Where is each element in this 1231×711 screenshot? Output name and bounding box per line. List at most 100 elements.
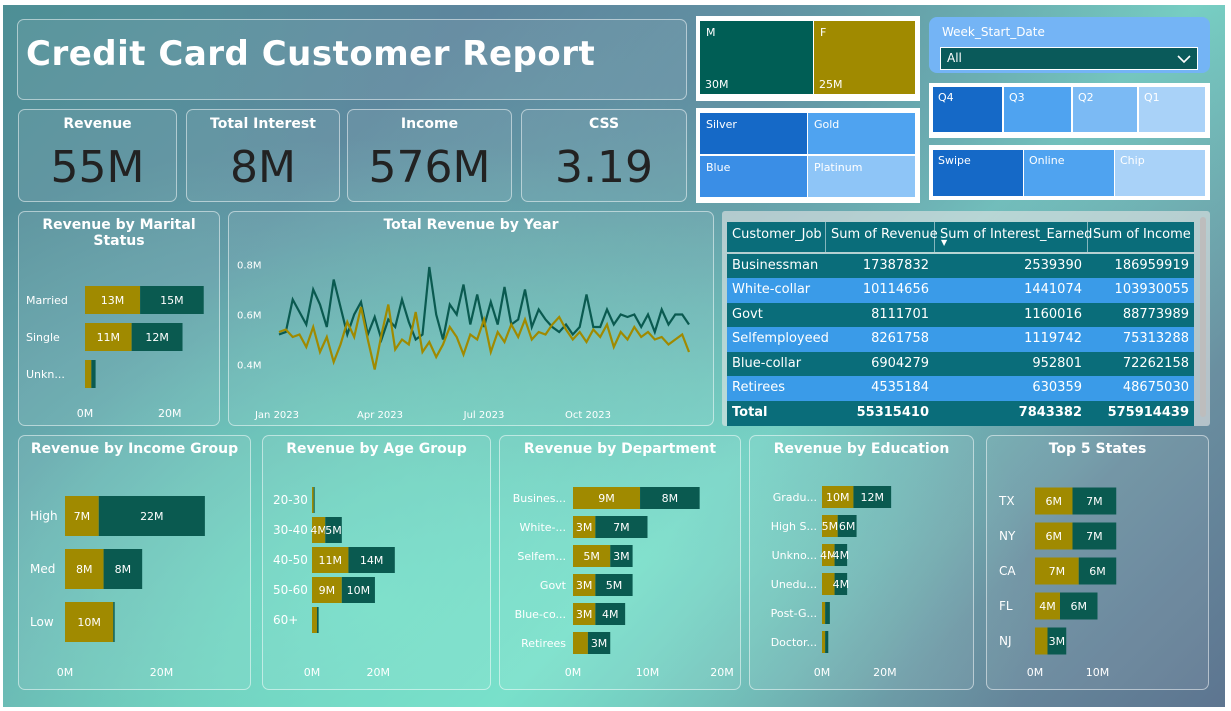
card-tile-blue[interactable]: Blue — [700, 156, 807, 197]
page-title: Credit Card Customer Report — [26, 34, 596, 74]
data-label: 7M — [1086, 530, 1103, 543]
bar — [640, 487, 700, 509]
bar — [1035, 557, 1079, 585]
card-tile-gold[interactable]: Gold — [808, 113, 915, 154]
category-label: Post-G... — [771, 607, 817, 620]
y-tick-label: 0.6M — [237, 311, 262, 322]
column-header[interactable]: Customer_Job — [732, 227, 822, 242]
data-label: 8M — [115, 563, 132, 576]
table-cell: 17387832 — [862, 258, 929, 273]
table-cell: 6904279 — [871, 356, 929, 371]
chart-title: Top 5 States — [1048, 441, 1147, 457]
data-label: 22M — [140, 510, 164, 523]
table-cell: 8261758 — [871, 331, 929, 346]
table-row[interactable]: Selfemployeed 8261758 1119742 75313288 — [727, 327, 1194, 352]
data-label: 4M — [1039, 600, 1056, 613]
gender-slicer: M 30M F 25M — [696, 16, 920, 101]
category-label: Govt — [540, 579, 567, 592]
quarter-button-q4[interactable]: Q4 — [933, 87, 1002, 132]
education-chart: Revenue by Education Gradu... 10M 12M High … — [749, 435, 974, 690]
data-label: 3M — [613, 550, 630, 563]
card-tile-silver[interactable]: Silver — [700, 113, 807, 154]
bar — [1035, 487, 1073, 515]
table-cell: 952801 — [1032, 356, 1082, 371]
category-label: 50-60 — [273, 583, 308, 597]
data-label: 15M — [160, 294, 184, 307]
bar — [131, 323, 183, 351]
table-scrollbar[interactable] — [1200, 217, 1206, 417]
line-chart-svg: 0.4M 0.6M 0.8M Jan 2023 Apr 2023 Jul 2023 Oct … — [237, 261, 691, 421]
week-slicer-label: Week_Start_Date — [942, 25, 1045, 39]
data-label: 4M — [310, 524, 327, 537]
table-cell: 630359 — [1032, 380, 1082, 395]
category-label: 30-40 — [273, 523, 308, 537]
sort-desc-icon[interactable]: ▼ — [941, 238, 948, 247]
table-row[interactable]: Govt 8111701 1160016 88773989 — [727, 303, 1194, 328]
kpi-label: Income — [400, 116, 459, 132]
category-label: Blue-co... — [515, 608, 566, 621]
quarter-button-q3[interactable]: Q3 — [1004, 87, 1071, 132]
bar — [573, 603, 596, 625]
series-line — [278, 266, 690, 344]
kpi-label: Total Interest — [210, 116, 316, 132]
income-group-svg: High 7M 22M Med 8M 8M Low 10M 0M 20M — [30, 496, 205, 679]
gender-tile-m[interactable]: M 30M — [700, 21, 813, 94]
card-tile-platinum[interactable]: Platinum — [808, 156, 915, 197]
table-cell: 186959919 — [1114, 258, 1189, 273]
chevron-down-icon — [1177, 55, 1191, 64]
table-cell: Total — [732, 405, 768, 420]
data-label: 3M — [576, 608, 593, 621]
table-row[interactable]: Businessman 17387832 2539390 186959919 — [727, 254, 1194, 279]
channel-button-chip[interactable]: Chip — [1115, 150, 1205, 196]
tile-label: M — [706, 26, 716, 39]
data-label: 3M — [576, 521, 593, 534]
bar — [834, 573, 848, 595]
category-label: CA — [999, 564, 1016, 578]
quarter-button-q1[interactable]: Q1 — [1139, 87, 1205, 132]
bar — [313, 487, 315, 513]
table-total-row[interactable]: Total 55315410 7843382 575914439 — [727, 401, 1194, 426]
table-row[interactable]: Blue-collar 6904279 952801 72262158 — [727, 352, 1194, 377]
category-label: Busines... — [513, 492, 566, 505]
column-header[interactable]: Sum of Interest_Earned ▼ — [934, 222, 1092, 252]
x-tick-label: 0M — [814, 666, 831, 679]
data-label: 6M — [1046, 495, 1063, 508]
bar — [573, 487, 641, 509]
category-label: High S... — [771, 520, 817, 533]
x-tick-label: Jul 2023 — [463, 410, 505, 421]
x-tick-label: 20M — [158, 407, 182, 420]
bar — [65, 496, 99, 536]
data-label: 6M — [1071, 600, 1088, 613]
card-category-slicer: Silver Gold Blue Platinum — [696, 108, 920, 203]
table-row[interactable]: Retirees 4535184 630359 48675030 — [727, 376, 1194, 401]
quarter-slicer: Q4 Q3 Q2 Q1 — [929, 83, 1210, 138]
bar — [610, 545, 633, 567]
channel-button-swipe[interactable]: Swipe — [933, 150, 1023, 196]
column-header[interactable]: Sum of Income — [1087, 222, 1194, 252]
bar — [573, 574, 596, 596]
table-cell: 103930055 — [1114, 282, 1189, 297]
marital-status-svg: Married 13M 15M Single 11M 12M Unkn... 0M 20M — [26, 286, 204, 420]
week-slicer: Week_Start_Date All — [929, 17, 1210, 73]
channel-button-online[interactable]: Online — [1024, 150, 1114, 196]
title-panel: Credit Card Customer Report — [17, 19, 687, 100]
chart-title: Total Revenue by Year — [383, 217, 559, 233]
bar — [822, 602, 826, 624]
bar — [595, 574, 633, 596]
bar — [91, 360, 96, 388]
week-dropdown[interactable]: All — [940, 47, 1198, 70]
data-label: 7M — [1086, 495, 1103, 508]
table-cell: Selfemployeed — [732, 331, 829, 346]
gender-tile-f[interactable]: F 25M — [814, 21, 915, 94]
data-label: 10M — [826, 491, 850, 504]
column-header[interactable]: Sum of Revenue — [825, 222, 938, 252]
table-cell: Businessman — [732, 258, 819, 273]
x-tick-label: 10M — [636, 666, 660, 679]
bar — [85, 323, 132, 351]
bar — [1060, 592, 1098, 620]
table-row[interactable]: White-collar 10114656 1441074 103930055 — [727, 278, 1194, 303]
data-label: 8M — [76, 563, 93, 576]
quarter-button-q2[interactable]: Q2 — [1073, 87, 1137, 132]
category-label: TX — [998, 494, 1015, 508]
